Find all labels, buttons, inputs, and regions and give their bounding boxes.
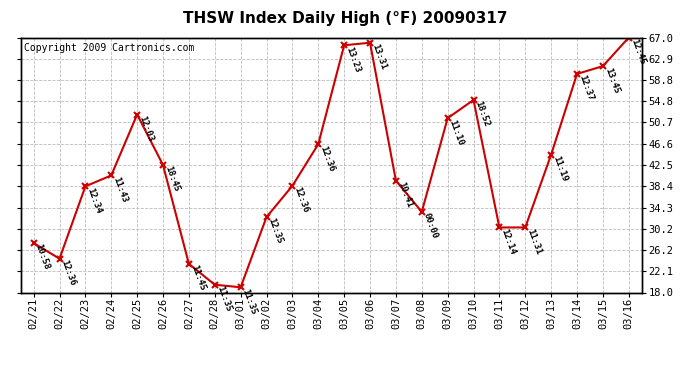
Text: 10:58: 10:58 <box>34 243 51 272</box>
Text: 12:45: 12:45 <box>629 38 647 66</box>
Text: THSW Index Daily High (°F) 20090317: THSW Index Daily High (°F) 20090317 <box>183 11 507 26</box>
Text: 12:35: 12:35 <box>266 217 284 245</box>
Text: 11:35: 11:35 <box>215 285 233 313</box>
Text: 11:10: 11:10 <box>448 118 465 147</box>
Text: 12:03: 12:03 <box>137 114 155 143</box>
Text: 12:36: 12:36 <box>318 144 336 172</box>
Text: 13:23: 13:23 <box>344 45 362 74</box>
Text: 13:45: 13:45 <box>603 66 620 94</box>
Text: 12:14: 12:14 <box>500 228 517 256</box>
Text: 10:41: 10:41 <box>396 181 413 209</box>
Text: 12:34: 12:34 <box>86 186 103 214</box>
Text: 18:45: 18:45 <box>163 165 181 194</box>
Text: 11:45: 11:45 <box>189 264 206 292</box>
Text: 11:43: 11:43 <box>111 176 129 204</box>
Text: 11:35: 11:35 <box>241 287 258 316</box>
Text: 11:19: 11:19 <box>551 154 569 183</box>
Text: 12:36: 12:36 <box>59 259 77 287</box>
Text: 13:31: 13:31 <box>370 43 388 71</box>
Text: 00:00: 00:00 <box>422 212 440 240</box>
Text: Copyright 2009 Cartronics.com: Copyright 2009 Cartronics.com <box>23 43 194 52</box>
Text: 11:31: 11:31 <box>525 228 543 256</box>
Text: 18:52: 18:52 <box>473 100 491 128</box>
Text: 12:37: 12:37 <box>577 74 595 102</box>
Text: 12:36: 12:36 <box>293 186 310 214</box>
